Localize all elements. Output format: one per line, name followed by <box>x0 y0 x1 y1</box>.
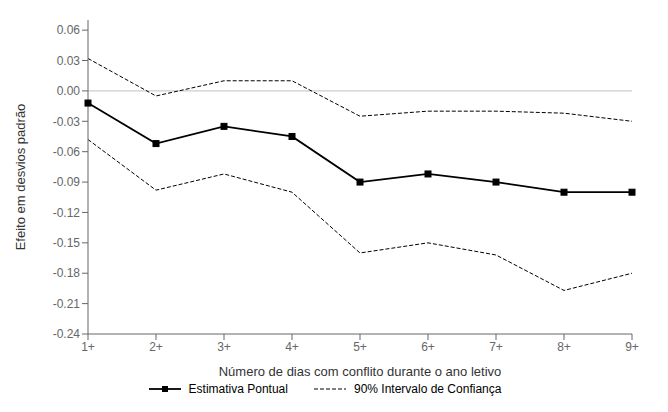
svg-text:-0.03: -0.03 <box>53 115 81 129</box>
svg-text:-0.21: -0.21 <box>53 297 81 311</box>
html-text:Estimativa Pontual: Estimativa Pontual <box>188 382 288 396</box>
svg-text:-0.09: -0.09 <box>53 175 81 189</box>
svg-text:Efeito em desvios padrão: Efeito em desvios padrão <box>13 104 28 251</box>
svg-text:0.00: 0.00 <box>57 84 81 98</box>
svg-text:8+: 8+ <box>557 340 571 354</box>
svg-text:0.06: 0.06 <box>57 23 81 37</box>
svg-text:9+: 9+ <box>625 340 639 354</box>
svg-text:-0.12: -0.12 <box>53 206 81 220</box>
svg-text:1+: 1+ <box>81 340 95 354</box>
svg-text:-0.18: -0.18 <box>53 266 81 280</box>
svg-text:6+: 6+ <box>421 340 435 354</box>
svg-text:-0.06: -0.06 <box>53 145 81 159</box>
svg-text:-0.24: -0.24 <box>53 327 81 341</box>
svg-text:5+: 5+ <box>353 340 367 354</box>
svg-text:3+: 3+ <box>217 340 231 354</box>
svg-text:0.03: 0.03 <box>57 54 81 68</box>
svg-text:2+: 2+ <box>149 340 163 354</box>
svg-text:7+: 7+ <box>489 340 503 354</box>
svg-text:4+: 4+ <box>285 340 299 354</box>
svg-text:-0.15: -0.15 <box>53 236 81 250</box>
svg-text:Número de dias com conflito du: Número de dias com conflito durante o an… <box>219 364 502 379</box>
html-text:90% Intervalo de Confiança: 90% Intervalo de Confiança <box>354 382 502 396</box>
